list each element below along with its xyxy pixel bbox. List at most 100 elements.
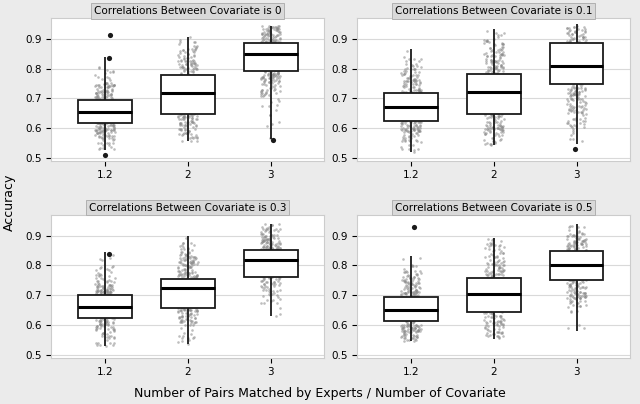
- Point: [96, 84, 106, 90]
- Point: [565, 61, 575, 67]
- Point: [569, 233, 579, 240]
- Point: [188, 274, 198, 280]
- Point: [275, 31, 285, 37]
- Point: [499, 94, 509, 101]
- Point: [175, 70, 186, 76]
- Point: [565, 223, 575, 229]
- Point: [572, 261, 582, 267]
- Point: [572, 267, 582, 274]
- Point: [566, 123, 577, 130]
- Point: [106, 308, 116, 314]
- Point: [261, 53, 271, 59]
- Point: [180, 130, 191, 137]
- Point: [490, 241, 500, 248]
- Point: [99, 107, 109, 114]
- Point: [105, 340, 115, 347]
- Point: [173, 279, 184, 286]
- Point: [399, 88, 409, 95]
- Point: [564, 262, 575, 268]
- Point: [497, 269, 507, 276]
- Point: [102, 337, 113, 343]
- Point: [481, 266, 491, 273]
- Point: [108, 103, 118, 109]
- Point: [493, 333, 503, 339]
- Point: [100, 126, 111, 133]
- Point: [496, 32, 506, 38]
- Point: [261, 225, 271, 232]
- Point: [93, 90, 103, 97]
- Point: [497, 95, 508, 102]
- Point: [192, 272, 202, 279]
- Point: [104, 305, 114, 311]
- Point: [180, 102, 191, 108]
- Point: [566, 73, 576, 80]
- Bar: [384, 93, 438, 121]
- Point: [408, 77, 418, 83]
- Point: [268, 281, 278, 288]
- Point: [189, 97, 200, 104]
- Point: [191, 274, 201, 281]
- Point: [399, 330, 409, 337]
- Point: [180, 269, 191, 276]
- Point: [481, 271, 492, 278]
- Point: [191, 255, 202, 261]
- Point: [189, 52, 200, 59]
- Point: [264, 267, 275, 273]
- Point: [410, 325, 420, 331]
- Point: [257, 230, 267, 237]
- Point: [96, 304, 106, 311]
- Point: [91, 94, 101, 101]
- Point: [572, 251, 582, 258]
- Point: [104, 273, 115, 280]
- Point: [190, 97, 200, 103]
- Point: [179, 244, 189, 250]
- Point: [259, 78, 269, 85]
- Point: [497, 41, 508, 47]
- Point: [406, 135, 417, 141]
- Point: [273, 248, 283, 255]
- Point: [487, 287, 497, 293]
- Point: [274, 23, 284, 29]
- Point: [173, 57, 184, 64]
- Point: [580, 101, 590, 108]
- Point: [176, 74, 186, 81]
- Point: [90, 340, 100, 347]
- Point: [99, 101, 109, 107]
- Point: [266, 265, 276, 271]
- Point: [498, 76, 508, 83]
- Point: [494, 264, 504, 270]
- Point: [409, 274, 419, 280]
- Point: [182, 269, 193, 276]
- Point: [575, 295, 586, 302]
- Point: [100, 315, 110, 322]
- Point: [570, 53, 580, 59]
- Point: [409, 66, 419, 72]
- Point: [405, 307, 415, 314]
- Point: [495, 292, 505, 298]
- Point: [271, 59, 281, 65]
- Point: [484, 84, 494, 90]
- Point: [92, 288, 102, 295]
- Point: [563, 246, 573, 252]
- Point: [412, 109, 422, 115]
- Point: [479, 99, 490, 106]
- Point: [183, 284, 193, 291]
- Point: [190, 314, 200, 321]
- Point: [574, 276, 584, 282]
- Point: [579, 40, 589, 47]
- Point: [575, 280, 585, 286]
- Point: [93, 119, 104, 125]
- Point: [412, 272, 422, 278]
- Point: [487, 86, 497, 93]
- Point: [572, 267, 582, 273]
- Point: [176, 91, 186, 97]
- Point: [492, 322, 502, 328]
- Point: [488, 89, 499, 96]
- Point: [497, 99, 507, 105]
- Point: [107, 304, 117, 310]
- Point: [399, 71, 409, 78]
- Point: [103, 84, 113, 91]
- Point: [179, 246, 189, 252]
- Point: [264, 288, 274, 295]
- Point: [270, 42, 280, 48]
